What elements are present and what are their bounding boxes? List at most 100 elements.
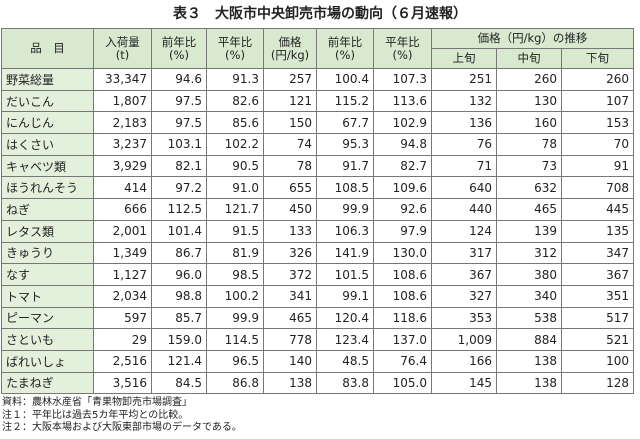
cell: 48.5 — [316, 349, 374, 373]
column-header: 価格 (円/kg) — [263, 28, 317, 69]
cell: 597 — [93, 306, 152, 330]
cell: 83.8 — [316, 371, 374, 395]
table-row: たまねぎ 3,516 84.5 86.8 138 83.8 105.0 145 138 128 — [1, 371, 635, 395]
cell: 86.7 — [151, 241, 207, 265]
cell: 260 — [496, 68, 562, 91]
column-header: 平年比 (%) — [373, 28, 432, 69]
item-cell: ねぎ — [1, 198, 94, 221]
cell: 130 — [496, 89, 562, 113]
cell: 96.5 — [206, 349, 264, 373]
cell: 3,929 — [93, 154, 152, 178]
column-header: 前年比 (%) — [151, 28, 207, 69]
cell: 67.7 — [316, 111, 374, 135]
cell: 94.6 — [151, 68, 207, 91]
header-text: 品 目 — [30, 41, 65, 55]
table-row: ねぎ 666 112.5 121.7 450 99.9 92.6 440 465 445 — [1, 198, 635, 221]
cell: 257 — [263, 68, 317, 91]
cell: 33,347 — [93, 68, 152, 91]
cell: 85.7 — [151, 306, 207, 330]
cell: 440 — [431, 198, 497, 221]
table-row: きゅうり 1,349 86.7 81.9 326 141.9 130.0 317 312 347 — [1, 241, 635, 265]
header-text: (%) — [392, 47, 413, 62]
cell: 465 — [263, 306, 317, 330]
cell: 666 — [93, 198, 152, 221]
cell: 113.6 — [373, 89, 432, 113]
cell: 341 — [263, 284, 317, 308]
cell: 84.5 — [151, 371, 207, 395]
cell: 74 — [263, 133, 317, 156]
column-header: 平年比 (%) — [206, 28, 264, 69]
table-row: トマト 2,034 98.8 100.2 341 99.1 108.6 327 340 351 — [1, 284, 635, 308]
table: 品 目入荷量 (t) 前年比 (%) 平年比 (%) 価格 (円/kg) 前年比 (%) 平年比 (%… — [1, 28, 635, 395]
cell: 347 — [560, 241, 635, 265]
header-row: 上旬 中旬 下旬 — [2, 48, 635, 69]
item-cell: レタス類 — [1, 219, 94, 243]
header-text: (t) — [115, 47, 130, 62]
cell: 99.1 — [316, 284, 374, 308]
cell: 100.4 — [316, 68, 374, 91]
note: 資料：農林水産省「青果物卸売市場調査」 — [2, 397, 192, 409]
cell: 135 — [560, 219, 635, 243]
cell: 70 — [560, 133, 635, 156]
cell: 76.4 — [373, 349, 432, 373]
cell: 166 — [431, 349, 497, 373]
cell: 120.4 — [316, 306, 374, 330]
cell: 109.6 — [373, 176, 432, 200]
cell: 138 — [496, 371, 562, 395]
notes: 資料：農林水産省「青果物卸売市場調査」 注１：平年比は過去5カ年平均との比較。 注２… — [2, 397, 640, 435]
cell: 372 — [263, 263, 317, 286]
table-row: 野菜総量 33,347 94.6 91.3 257 100.4 107.3 251 260 260 — [1, 68, 635, 91]
cell: 121 — [263, 89, 317, 113]
cell: 97.5 — [151, 111, 207, 135]
cell: 92.6 — [373, 198, 432, 221]
table-row: さといも 29 159.0 114.5 778 123.4 137.0 1,009 884 521 — [1, 328, 635, 351]
cell: 778 — [263, 328, 317, 351]
cell: 115.2 — [316, 89, 374, 113]
header-text: (%) — [335, 47, 355, 62]
cell: 353 — [431, 306, 497, 330]
header-text: (%) — [169, 47, 189, 62]
column-header: 前年比 (%) — [316, 28, 374, 69]
header-text: 前年比 — [327, 34, 363, 49]
cell: 655 — [263, 176, 317, 200]
sub-header: 下旬 — [560, 48, 635, 69]
cell: 632 — [496, 176, 562, 200]
cell: 108.5 — [316, 176, 374, 200]
cell: 82.7 — [373, 154, 432, 178]
cell: 106.3 — [316, 219, 374, 243]
cell: 140 — [263, 349, 317, 373]
cell: 517 — [560, 306, 635, 330]
cell: 2,001 — [93, 219, 152, 243]
cell: 82.6 — [206, 89, 264, 113]
cell: 94.8 — [373, 133, 432, 156]
cell: 102.2 — [206, 133, 264, 156]
item-cell: にんじん — [1, 111, 94, 135]
cell: 121.7 — [206, 198, 264, 221]
note: 注１：平年比は過去5カ年平均との比較。 — [2, 409, 189, 421]
cell: 141.9 — [316, 241, 374, 265]
sub-header: 中旬 — [496, 48, 562, 69]
cell: 367 — [560, 263, 635, 286]
cell: 86.8 — [206, 371, 264, 395]
cell: 326 — [263, 241, 317, 265]
cell: 73 — [496, 154, 562, 178]
cell: 100.2 — [206, 284, 264, 308]
item-cell: なす — [1, 263, 94, 286]
cell: 2,516 — [93, 349, 152, 373]
cell: 521 — [560, 328, 635, 351]
cell: 95.3 — [316, 133, 374, 156]
header-text: (%) — [225, 47, 245, 62]
cell: 121.4 — [151, 349, 207, 373]
cell: 133 — [263, 219, 317, 243]
cell: 90.5 — [206, 154, 264, 178]
cell: 101.5 — [316, 263, 374, 286]
cell: 312 — [496, 241, 562, 265]
cell: 124 — [431, 219, 497, 243]
cell: 351 — [560, 284, 635, 308]
cell: 99.9 — [206, 306, 264, 330]
table-row: だいこん 1,807 97.5 82.6 121 115.2 113.6 132 130 107 — [1, 89, 635, 113]
header-text: 前年比 — [161, 34, 197, 49]
header-row: 品 目入荷量 (t) 前年比 (%) 平年比 (%) 価格 (円/kg) 前年比 (%) 平年比 (%… — [1, 28, 635, 69]
cell: 138 — [496, 349, 562, 373]
